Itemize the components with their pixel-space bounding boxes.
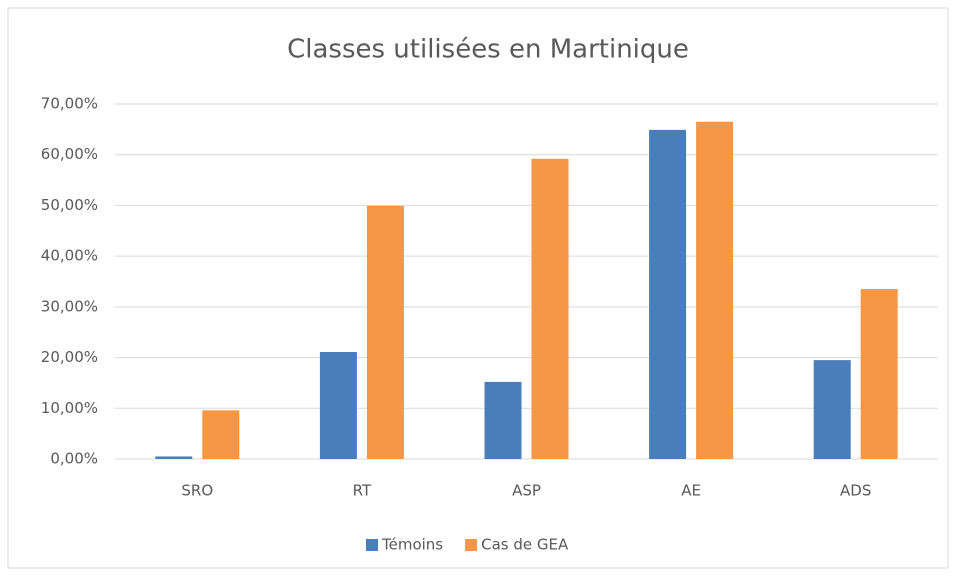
chart-frame — [7, 7, 949, 569]
y-tick-label: 70,00% — [41, 95, 98, 113]
bar — [319, 351, 357, 459]
y-tick-label: 10,00% — [41, 399, 98, 417]
bar — [813, 360, 851, 459]
bar — [696, 121, 734, 459]
x-tick-label: SRO — [181, 482, 213, 500]
x-tick-label: RT — [353, 482, 372, 500]
y-tick-label: 40,00% — [41, 247, 98, 265]
bar — [202, 410, 240, 459]
bar — [155, 456, 193, 459]
legend-label: Témoins — [381, 536, 443, 554]
legend-swatch — [366, 539, 378, 551]
chart-title: Classes utilisées en Martinique — [287, 35, 689, 65]
y-tick-label: 60,00% — [41, 145, 98, 163]
x-tick-label: AE — [681, 482, 701, 500]
bar — [531, 158, 569, 459]
legend-label: Cas de GEA — [481, 536, 569, 554]
bar — [649, 129, 687, 459]
x-tick-label: ADS — [840, 482, 871, 500]
legend-swatch — [465, 539, 478, 551]
bar — [860, 289, 898, 459]
y-tick-label: 30,00% — [41, 297, 98, 315]
bar — [484, 381, 522, 459]
y-tick-label: 50,00% — [41, 196, 98, 214]
x-tick-label: ASP — [512, 482, 541, 500]
y-tick-label: 0,00% — [50, 450, 98, 468]
bar — [366, 205, 404, 459]
y-tick-label: 20,00% — [41, 348, 98, 366]
